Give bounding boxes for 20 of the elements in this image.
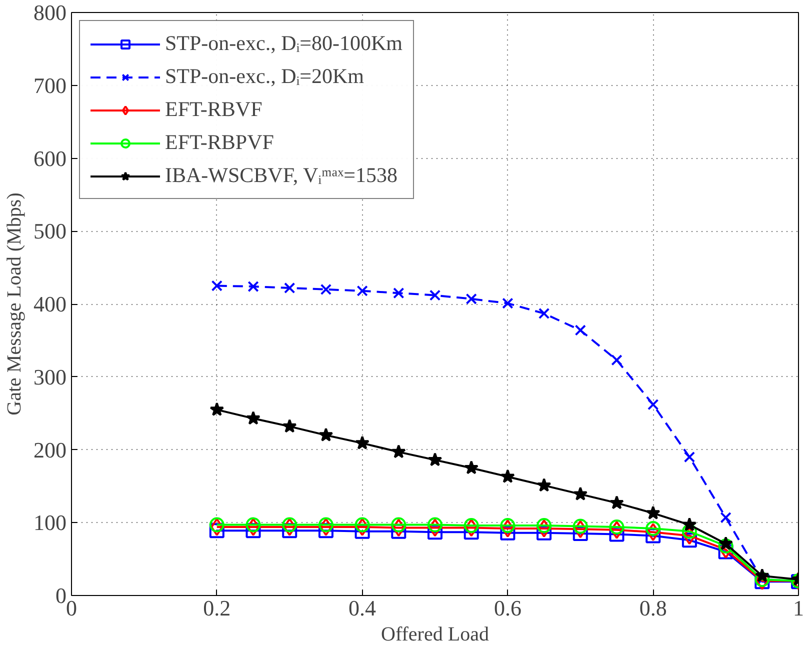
legend-label: IBA-WSCBVF, Vᵢᵐᵃˣ=1538: [165, 163, 398, 188]
legend-label: STP-on-exc., Dᵢ=80-100Km: [165, 31, 403, 56]
legend-label: EFT-RBVF: [165, 97, 262, 122]
y-tick-label: 400: [34, 292, 66, 316]
y-tick-label: 500: [34, 218, 66, 244]
x-axis-title: Offered Load: [381, 624, 489, 646]
y-tick-label: 200: [34, 437, 66, 462]
legend-label: STP-on-exc., Dᵢ=20Km: [165, 64, 364, 89]
x-tick-label: 1: [793, 596, 804, 620]
y-tick-label: 800: [34, 0, 66, 25]
x-tick-label: 0.8: [639, 596, 667, 620]
x-tick-label: 0.4: [348, 596, 376, 620]
y-axis-title: Gate Message Load (Mbps): [4, 192, 26, 416]
x-tick-label: 0.2: [203, 596, 231, 620]
y-tick-label: 100: [34, 510, 66, 536]
y-tick-label: 600: [34, 146, 66, 171]
legend-label: EFT-RBPVF: [165, 130, 274, 155]
y-tick-label: 700: [34, 72, 66, 98]
x-tick-label: 0.6: [494, 596, 522, 620]
y-tick-label: 300: [34, 364, 66, 390]
